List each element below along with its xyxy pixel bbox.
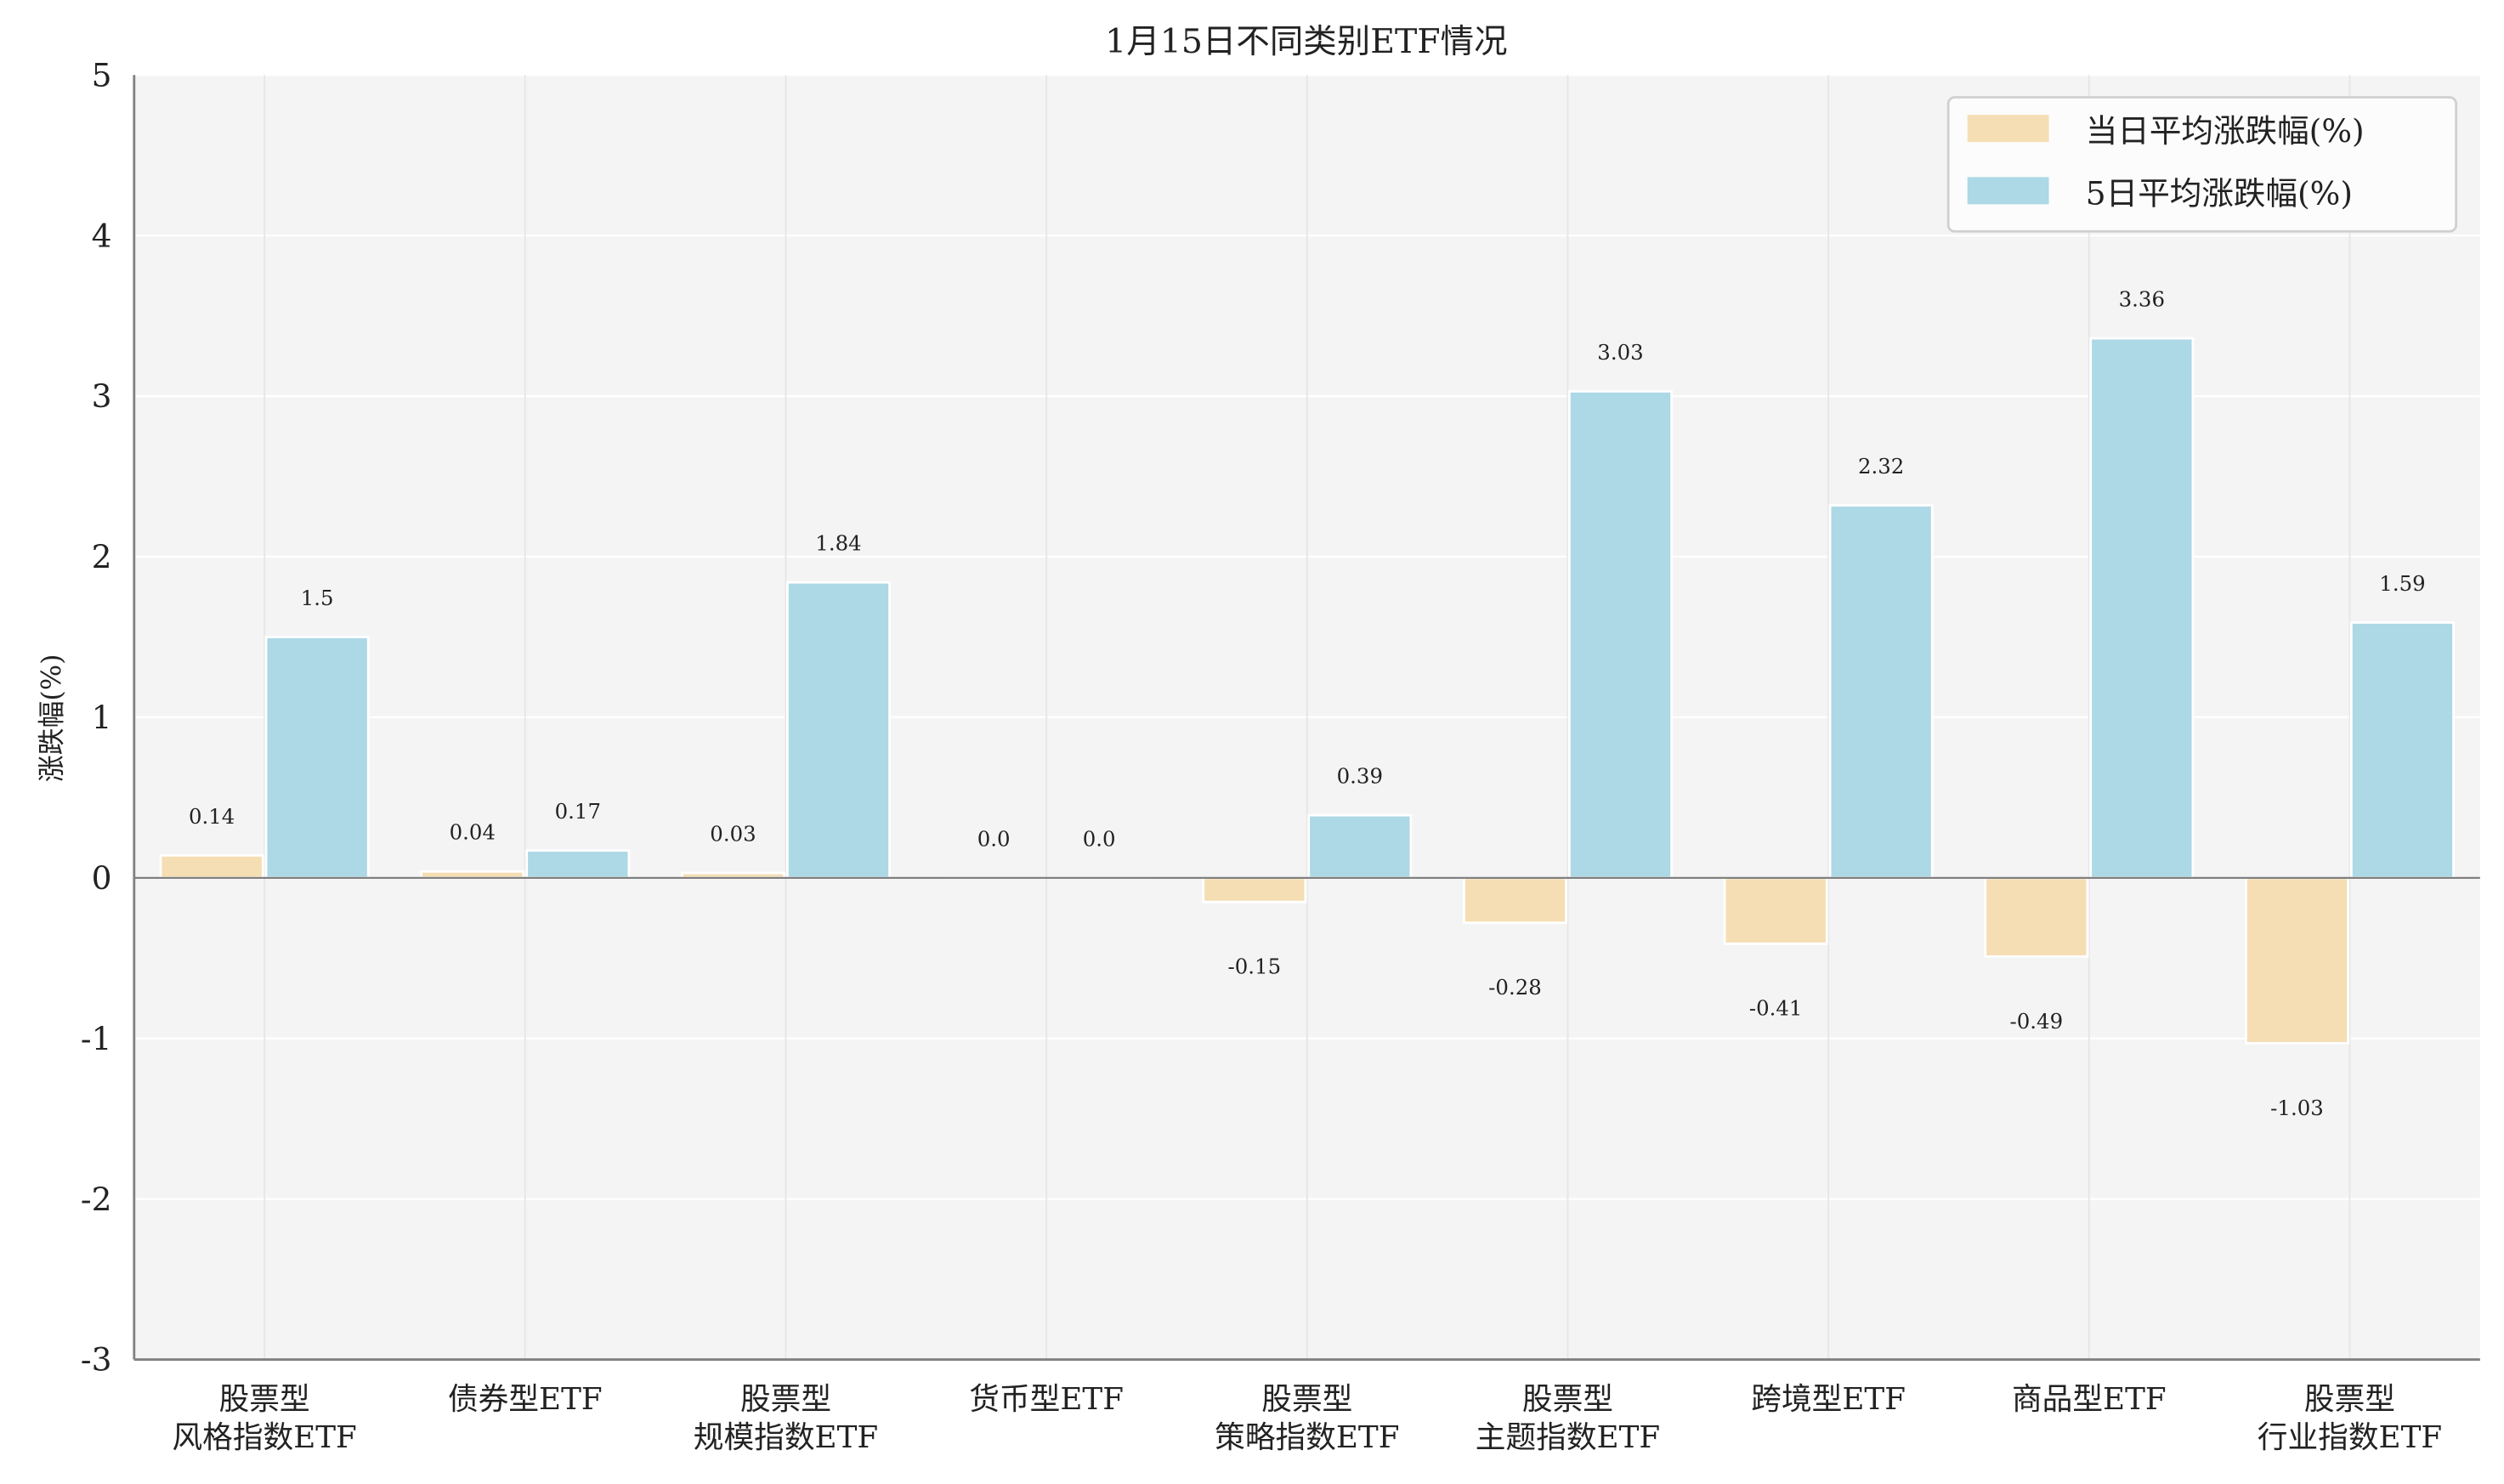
bar-daily: [420, 869, 525, 880]
data-label: 3.36: [2119, 287, 2165, 312]
x-tick-label: 行业指数ETF: [2258, 1420, 2442, 1455]
bar-daily: [1462, 876, 1568, 925]
data-label: 0.14: [189, 804, 235, 829]
data-label: -0.41: [1749, 996, 1803, 1021]
bar-5day: [1567, 389, 1674, 880]
data-label: -0.49: [2010, 1009, 2064, 1034]
x-tick-label: 股票型: [1522, 1382, 1613, 1417]
legend: 当日平均涨跌幅(%) 5日平均涨跌幅(%): [1946, 96, 2458, 233]
chart-title: 1月15日不同类别ETF情况: [1105, 22, 1507, 61]
bar-daily: [2244, 876, 2350, 1045]
x-tick-label: 规模指数ETF: [694, 1420, 878, 1455]
y-tick-label: 3: [92, 377, 112, 415]
legend-label: 当日平均涨跌幅(%): [2086, 112, 2365, 150]
bar-5day: [264, 636, 370, 880]
bar-5day: [1307, 813, 1413, 880]
y-tick-label: -3: [81, 1341, 112, 1379]
data-label: 1.5: [301, 586, 334, 610]
y-tick-label: -1: [81, 1020, 112, 1057]
y-tick-label: 2: [92, 538, 112, 575]
bar-5day: [785, 581, 892, 880]
bar-daily: [1984, 876, 2089, 958]
y-tick-label: -2: [81, 1181, 112, 1218]
data-label: 0.04: [450, 820, 496, 845]
x-tick-label: 货币型ETF: [969, 1382, 1124, 1417]
bar-5day: [1828, 504, 1934, 880]
y-axis-label: 涨跌幅(%): [35, 654, 67, 782]
bar-daily: [1723, 876, 1828, 945]
bar-5day: [2089, 337, 2195, 880]
x-tick-label: 跨境型ETF: [1751, 1382, 1906, 1417]
x-tick-label: 股票型: [1261, 1382, 1352, 1417]
y-tick-label: 5: [92, 56, 112, 93]
bar-daily: [1202, 876, 1307, 903]
data-label: 0.39: [1337, 764, 1383, 789]
bar-5day: [525, 849, 631, 880]
data-label: -1.03: [2270, 1096, 2324, 1120]
data-label: 1.59: [2379, 571, 2425, 596]
legend-box: [1946, 96, 2458, 233]
data-label: 0.17: [555, 799, 601, 824]
legend-swatch: [1967, 115, 2049, 143]
bar-5day: [2349, 621, 2456, 880]
y-tick-label: 4: [92, 217, 112, 254]
x-tick-label: 债券型ETF: [448, 1382, 603, 1417]
data-label: 3.03: [1597, 340, 1643, 365]
data-label: 0.03: [710, 822, 756, 847]
data-label: 1.84: [815, 531, 861, 556]
y-tick-label: 0: [92, 859, 112, 897]
x-tick-label: 策略指数ETF: [1215, 1420, 1399, 1455]
legend-label: 5日平均涨跌幅(%): [2086, 174, 2353, 212]
x-tick-label: 风格指数ETF: [172, 1420, 356, 1455]
data-label: -0.28: [1488, 975, 1542, 1000]
x-tick-label: 股票型: [219, 1382, 310, 1417]
y-tick-label: 1: [92, 699, 112, 736]
x-tick-label: 股票型: [2304, 1382, 2395, 1417]
data-label: -0.15: [1228, 954, 1282, 979]
legend-swatch: [1967, 177, 2049, 205]
data-label: 0.0: [977, 826, 1011, 851]
bar-daily: [159, 853, 264, 880]
x-tick-label: 商品型ETF: [2012, 1382, 2167, 1417]
x-tick-label: 股票型: [740, 1382, 831, 1417]
x-tick-label: 主题指数ETF: [1476, 1420, 1660, 1455]
data-label: 0.0: [1083, 826, 1116, 851]
data-label: 2.32: [1858, 454, 1904, 479]
